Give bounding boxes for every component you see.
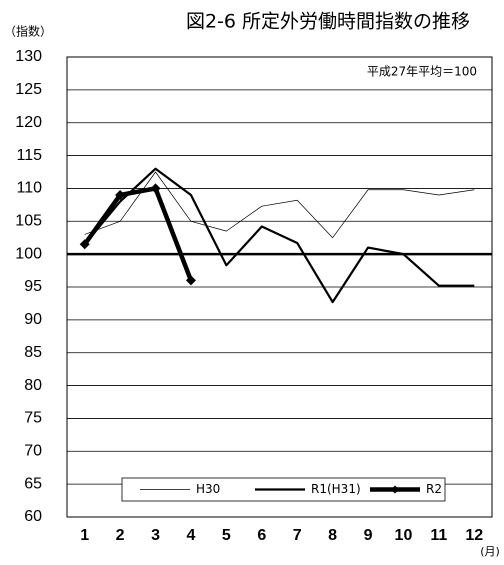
y-tick-label: 115 [16, 147, 42, 164]
x-tick-label: 11 [430, 527, 447, 544]
x-tick-label: 3 [151, 527, 160, 544]
marker [185, 275, 196, 286]
y-tick-label: 85 [24, 344, 42, 361]
marker [79, 239, 90, 250]
y-tick-label: 60 [24, 508, 42, 525]
series-line [82, 186, 194, 282]
x-tick-label: 8 [328, 527, 337, 544]
legend-label: H30 [196, 482, 220, 496]
y-tick-label: 110 [16, 180, 42, 197]
y-tick-label: 125 [15, 81, 42, 98]
x-tick-label: 10 [395, 527, 413, 544]
y-tick-label: 90 [24, 311, 42, 328]
y-tick-label: 130 [15, 48, 42, 65]
legend-label: R2 [426, 482, 442, 496]
y-tick-label: 80 [24, 377, 42, 394]
x-axis-label: (月) [480, 545, 500, 558]
series-line [84, 171, 475, 239]
y-tick-label: 100 [15, 245, 42, 262]
y-tick-label: 65 [24, 475, 42, 492]
y-tick-label: 95 [24, 278, 42, 295]
x-tick-label: 12 [465, 527, 483, 544]
y-tick-label: 75 [24, 410, 42, 427]
legend-label: R1(H31) [311, 482, 361, 496]
x-tick-label: 5 [222, 527, 231, 544]
x-tick-label: 2 [116, 527, 125, 544]
x-tick-label: 1 [80, 527, 89, 544]
annotation: 平成27年平均＝100 [367, 65, 477, 79]
series-line [83, 167, 475, 304]
y-tick-label: 105 [15, 213, 42, 230]
chart-title: 図2-6 所定外労働時間指数の推移 [186, 11, 470, 33]
x-tick-label: 4 [187, 527, 196, 544]
y-tick-label: 70 [24, 443, 42, 460]
x-tick-label: 6 [257, 527, 266, 544]
x-tick-label: 7 [293, 527, 302, 544]
x-tick-label: 9 [364, 527, 373, 544]
marker [115, 190, 126, 200]
marker [150, 183, 161, 194]
y-axis-label: （指数） [4, 24, 52, 39]
legend-marker [391, 485, 399, 494]
y-tick-label: 120 [15, 114, 42, 131]
